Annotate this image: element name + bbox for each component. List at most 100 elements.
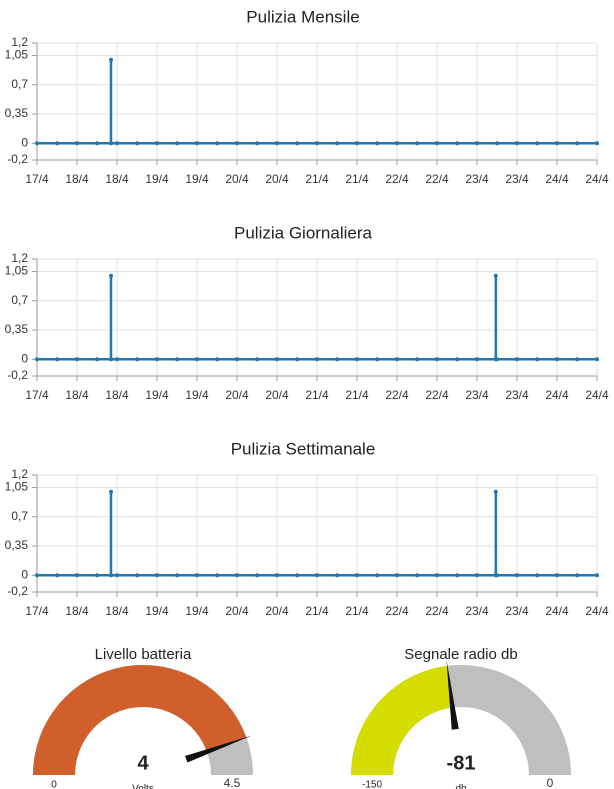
- gauge-value: [33, 664, 247, 775]
- gauge-title: Segnale radio db: [404, 646, 517, 663]
- data-point: [555, 357, 559, 362]
- data-point: [375, 573, 379, 578]
- x-tick-label: 22/4: [385, 388, 409, 402]
- data-point: [109, 57, 113, 62]
- data-point: [155, 573, 159, 578]
- gauge-needle: [185, 735, 253, 763]
- y-tick-label: 0: [21, 351, 28, 365]
- data-point: [535, 357, 539, 362]
- data-point: [235, 573, 239, 578]
- x-tick-label: 22/4: [385, 172, 409, 186]
- data-point: [55, 357, 59, 362]
- x-tick-label: 23/4: [465, 172, 489, 186]
- data-point: [295, 357, 299, 362]
- y-tick-label: -0,2: [7, 584, 28, 598]
- data-point: [435, 141, 439, 146]
- data-point: [595, 357, 599, 362]
- data-point: [109, 573, 113, 578]
- data-point: [555, 141, 559, 146]
- x-tick-label: 22/4: [425, 172, 449, 186]
- data-point: [155, 141, 159, 146]
- x-tick-label: 19/4: [185, 172, 209, 186]
- data-point: [275, 141, 279, 146]
- data-point: [115, 573, 119, 578]
- data-point: [195, 357, 199, 362]
- chart-title: Pulizia Giornaliera: [234, 223, 372, 242]
- data-point: [495, 357, 499, 362]
- data-point: [175, 573, 179, 578]
- y-tick-label: -0,2: [7, 152, 28, 166]
- data-point: [215, 573, 219, 578]
- chart-title: Pulizia Settimanale: [231, 439, 376, 458]
- data-point: [475, 573, 479, 578]
- x-tick-label: 24/4: [585, 172, 609, 186]
- x-tick-label: 21/4: [345, 604, 369, 618]
- x-tick-label: 23/4: [505, 172, 529, 186]
- data-point: [595, 573, 599, 578]
- data-point: [195, 141, 199, 146]
- data-point: [55, 141, 59, 146]
- data-point: [255, 357, 259, 362]
- x-tick-label: 20/4: [265, 604, 289, 618]
- x-tick-label: 20/4: [225, 172, 249, 186]
- data-point: [535, 141, 539, 146]
- y-tick-label: 1,2: [11, 467, 28, 481]
- x-tick-label: 20/4: [265, 172, 289, 186]
- data-point: [95, 573, 99, 578]
- data-point: [395, 573, 399, 578]
- data-point: [435, 357, 439, 362]
- x-tick-label: 24/4: [585, 604, 609, 618]
- x-tick-label: 21/4: [305, 604, 329, 618]
- x-tick-label: 19/4: [185, 388, 209, 402]
- x-tick-label: 22/4: [425, 388, 449, 402]
- data-point: [395, 357, 399, 362]
- data-point: [315, 141, 319, 146]
- x-tick-label: 24/4: [585, 388, 609, 402]
- data-point: [575, 573, 579, 578]
- data-point: [495, 573, 499, 578]
- data-point: [335, 357, 339, 362]
- data-point: [35, 573, 39, 578]
- x-tick-label: 23/4: [465, 604, 489, 618]
- data-point: [135, 357, 139, 362]
- y-tick-label: 1,2: [11, 251, 28, 265]
- data-point: [455, 357, 459, 362]
- y-tick-label: -0,2: [7, 368, 28, 382]
- x-tick-label: 18/4: [105, 604, 129, 618]
- x-tick-label: 18/4: [65, 388, 89, 402]
- data-point: [475, 357, 479, 362]
- x-tick-label: 20/4: [225, 604, 249, 618]
- data-point: [109, 273, 113, 278]
- data-point: [55, 573, 59, 578]
- x-tick-label: 17/4: [25, 604, 49, 618]
- data-point: [175, 141, 179, 146]
- data-point: [455, 573, 459, 578]
- x-tick-label: 23/4: [505, 604, 529, 618]
- gauge-needle: [446, 659, 459, 730]
- data-point: [155, 357, 159, 362]
- x-tick-label: 19/4: [145, 172, 169, 186]
- x-tick-label: 23/4: [465, 388, 489, 402]
- x-tick-label: 18/4: [105, 388, 129, 402]
- data-point: [75, 573, 79, 578]
- data-point: [275, 357, 279, 362]
- x-tick-label: 21/4: [305, 172, 329, 186]
- data-point: [135, 573, 139, 578]
- x-tick-label: 21/4: [305, 388, 329, 402]
- data-point: [493, 489, 498, 494]
- chart-title: Pulizia Mensile: [246, 7, 359, 26]
- data-point: [35, 141, 39, 146]
- data-point: [395, 141, 399, 146]
- x-tick-label: 18/4: [65, 172, 89, 186]
- data-point: [75, 141, 79, 146]
- data-point: [135, 141, 139, 146]
- data-point: [375, 141, 379, 146]
- data-line: [37, 59, 597, 145]
- y-tick-label: 0,7: [11, 509, 28, 523]
- x-tick-label: 21/4: [345, 388, 369, 402]
- y-tick-label: 1,05: [5, 480, 29, 494]
- x-tick-label: 20/4: [265, 388, 289, 402]
- gauge-value-label: 4: [137, 752, 149, 774]
- data-point: [475, 141, 479, 146]
- data-point: [215, 141, 219, 146]
